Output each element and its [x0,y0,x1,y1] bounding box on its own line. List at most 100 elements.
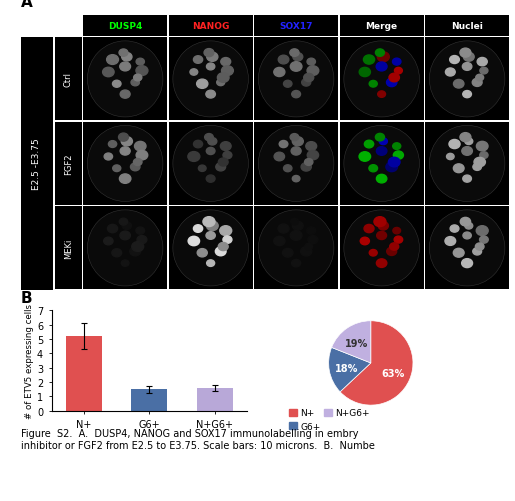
Circle shape [109,141,117,148]
Y-axis label: # of ETV5 expressing cells: # of ETV5 expressing cells [25,303,34,418]
Ellipse shape [173,42,248,118]
Circle shape [290,63,302,72]
Circle shape [130,247,141,257]
Text: B: B [21,291,32,306]
Circle shape [465,139,473,145]
Circle shape [119,174,131,184]
Circle shape [194,141,202,148]
Circle shape [390,243,399,250]
Circle shape [307,67,319,76]
Ellipse shape [344,42,419,118]
Circle shape [121,137,132,147]
Text: SOX17: SOX17 [279,22,313,31]
Circle shape [223,236,232,244]
Ellipse shape [173,210,248,287]
Circle shape [477,58,487,67]
Circle shape [291,91,301,99]
Circle shape [472,79,482,87]
Circle shape [360,238,369,245]
Circle shape [130,164,140,171]
Circle shape [473,164,482,171]
Ellipse shape [259,126,334,202]
Circle shape [364,225,374,233]
Circle shape [476,142,488,152]
Wedge shape [329,348,371,392]
Circle shape [307,227,316,235]
Circle shape [274,68,285,77]
Circle shape [136,151,148,161]
Circle shape [217,74,229,83]
Wedge shape [332,321,371,363]
Circle shape [463,176,471,183]
Circle shape [218,159,228,167]
Circle shape [359,68,370,78]
Circle shape [273,237,285,246]
Ellipse shape [344,210,419,287]
Circle shape [197,249,207,258]
Circle shape [223,152,232,159]
Bar [131,389,167,411]
Circle shape [393,143,401,150]
Circle shape [134,75,142,82]
Text: DUSP4: DUSP4 [108,22,142,31]
Circle shape [393,228,401,234]
Circle shape [290,231,302,241]
Circle shape [365,141,374,149]
Circle shape [474,158,486,167]
Circle shape [220,226,232,236]
Circle shape [188,237,199,246]
Text: NANOG: NANOG [192,22,229,31]
Circle shape [104,154,113,161]
Circle shape [394,68,402,75]
Circle shape [376,147,387,156]
Circle shape [460,218,471,226]
Text: 18%: 18% [335,363,358,373]
Circle shape [301,247,312,257]
Circle shape [132,242,144,252]
Ellipse shape [173,126,248,202]
Circle shape [379,139,387,145]
Circle shape [278,56,289,65]
Ellipse shape [430,126,505,202]
Circle shape [450,57,459,65]
Circle shape [122,54,132,62]
Circle shape [102,68,114,78]
Circle shape [374,217,386,227]
Circle shape [304,74,314,83]
Circle shape [215,247,226,257]
Circle shape [304,159,313,166]
Text: Nuclei: Nuclei [451,22,483,31]
Circle shape [377,92,386,98]
Circle shape [378,222,388,230]
Circle shape [388,158,400,167]
Circle shape [476,226,488,236]
Circle shape [207,261,215,267]
Circle shape [112,249,122,258]
Circle shape [218,243,228,251]
Circle shape [449,140,460,149]
Circle shape [107,56,118,65]
Circle shape [445,69,455,77]
Circle shape [460,49,471,58]
Circle shape [463,232,471,239]
Circle shape [306,142,317,151]
Circle shape [460,133,471,142]
Circle shape [120,91,130,99]
Circle shape [283,249,293,258]
Circle shape [301,163,311,172]
Circle shape [369,165,377,172]
Circle shape [198,166,206,172]
Circle shape [137,236,147,244]
Circle shape [120,63,130,72]
Circle shape [302,80,311,87]
Circle shape [450,225,459,232]
Text: Figure  S2.  A.  DUSP4, NANOG and SOX17 immunolabelling in embry
inhibitor or FG: Figure S2. A. DUSP4, NANOG and SOX17 imm… [21,428,374,450]
Text: 19%: 19% [346,338,369,348]
Circle shape [293,222,303,231]
Circle shape [447,154,454,160]
Circle shape [461,259,473,268]
Circle shape [108,225,117,233]
Circle shape [120,147,130,156]
Circle shape [290,219,298,225]
Ellipse shape [88,42,163,118]
